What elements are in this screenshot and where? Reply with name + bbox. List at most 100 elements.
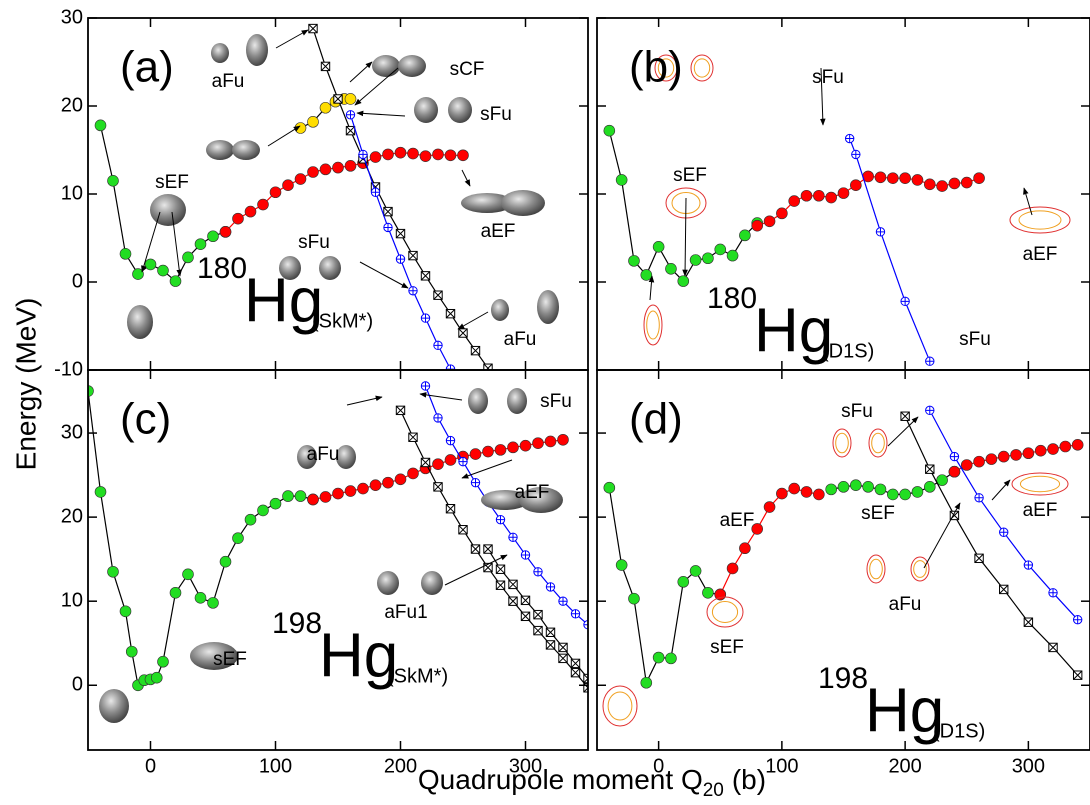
marker-part (1024, 560, 1033, 570)
data-point (307, 493, 319, 506)
data-point (800, 486, 813, 498)
marker-part (458, 525, 468, 535)
series-line (225, 151, 463, 233)
x-tick-label: 200 (384, 755, 417, 777)
data-point (545, 627, 556, 638)
marker-part (545, 627, 556, 637)
data-point (432, 458, 444, 470)
data-point (726, 562, 739, 575)
y-tick-label: -10 (54, 358, 83, 380)
data-point (960, 459, 973, 471)
element: Hg (865, 676, 944, 745)
data-point (483, 562, 493, 573)
element: Hg (754, 296, 833, 365)
data-point (558, 653, 568, 664)
shape-icon (336, 445, 356, 469)
data-point (257, 198, 269, 211)
data-point (394, 146, 407, 159)
data-point (508, 579, 518, 590)
contour-icon (868, 428, 888, 458)
data-point (739, 229, 751, 242)
data-point (294, 490, 307, 502)
data-point (307, 116, 319, 128)
shape-icon (206, 140, 234, 160)
data-point (395, 228, 406, 239)
arrow (275, 29, 309, 49)
mass-number: 198 (272, 607, 322, 640)
data-point (332, 487, 344, 500)
shape-icon (127, 305, 153, 339)
data-point (640, 676, 653, 689)
data-point (345, 125, 356, 136)
shape-icon (232, 140, 260, 160)
data-point (433, 290, 443, 300)
data-point (282, 179, 294, 191)
data-point (973, 455, 985, 468)
data-point (219, 226, 232, 238)
data-point (603, 124, 616, 137)
marker-part (974, 553, 984, 563)
data-point (899, 488, 911, 501)
data-point (407, 467, 419, 480)
data-point (1010, 449, 1022, 461)
annotation: sEF (673, 165, 707, 186)
data-point (244, 513, 257, 526)
data-point (776, 207, 788, 220)
data-point (470, 345, 481, 356)
x-tick-label: 0 (653, 755, 664, 777)
series-line (399, 410, 588, 689)
annotation: sFu (812, 67, 844, 88)
data-point (999, 527, 1009, 537)
shape-icon (468, 388, 488, 414)
data-point (714, 243, 727, 256)
data-point (974, 493, 984, 503)
data-point (1059, 440, 1072, 453)
data-point (207, 597, 219, 609)
series-line (608, 487, 721, 685)
data-point (444, 454, 457, 466)
data-point (432, 148, 444, 161)
marker-part (345, 126, 356, 136)
panel-frame (596, 369, 1090, 751)
data-point (615, 559, 628, 571)
marker-part (421, 313, 430, 323)
marker-part (383, 223, 393, 232)
data-point (911, 486, 924, 498)
contour-icon (910, 556, 930, 582)
data-point (257, 504, 269, 517)
data-point (495, 564, 506, 574)
data-point (886, 488, 899, 501)
contour-icon (602, 685, 638, 727)
x-tick-label: 100 (765, 755, 798, 777)
marker-part (408, 432, 418, 442)
marker-part (395, 405, 406, 415)
data-point (851, 149, 861, 160)
marker-part (470, 346, 481, 356)
data-point (874, 171, 887, 184)
data-point (333, 94, 343, 104)
marker-part (458, 457, 468, 466)
data-point (157, 264, 169, 277)
data-point (169, 275, 182, 287)
shape-icon (99, 689, 129, 723)
data-point (294, 173, 307, 185)
data-point (677, 275, 690, 287)
marker-part (433, 413, 443, 423)
data-point (357, 482, 369, 495)
data-point (900, 296, 910, 307)
data-point (508, 532, 518, 543)
shape-icon (481, 490, 529, 510)
data-point (1048, 642, 1058, 653)
data-point (825, 483, 837, 496)
y-tick-label: 30 (61, 421, 83, 443)
data-point (445, 504, 456, 514)
data-point (370, 187, 381, 197)
mass-number: 180 (197, 252, 247, 285)
data-point (282, 490, 294, 502)
data-point (344, 160, 357, 172)
data-point (269, 497, 282, 510)
marker-part (900, 297, 910, 306)
data-point (520, 595, 531, 606)
data-point (344, 485, 357, 497)
series-line (88, 390, 314, 687)
